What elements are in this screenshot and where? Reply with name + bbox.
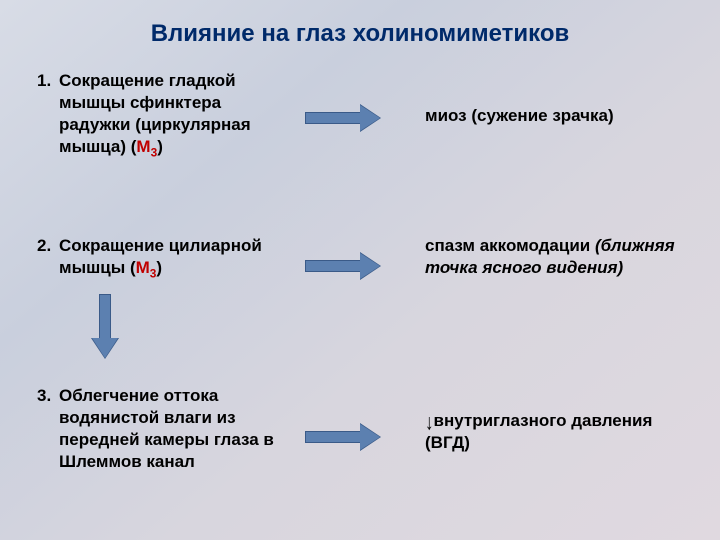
row1-left: 1.Сокращение гладкой мышцы сфинктера рад… — [37, 70, 297, 161]
down-arrow-glyph: ↓ — [425, 409, 434, 438]
row2-post: ) — [156, 258, 162, 277]
row1-text: Сокращение гладкой мышцы сфинктера радуж… — [59, 70, 279, 161]
row3-text: Облегчение оттока водянистой влаги из пе… — [59, 385, 279, 473]
row1-m3: М3 — [136, 137, 157, 156]
row1-num: 1. — [37, 70, 59, 92]
row1-right: миоз (сужение зрачка) — [425, 105, 685, 127]
row2-left: 2.Сокращение цилиарной мышцы (М3) — [37, 235, 297, 282]
row2-right: спазм аккомодации (ближняя точка ясного … — [425, 235, 685, 279]
row2-m3-M: М — [136, 258, 150, 277]
slide-title: Влияние на глаз холиномиметиков — [0, 20, 720, 48]
row2-num: 2. — [37, 235, 59, 257]
row3-num: 3. — [37, 385, 59, 407]
row2-right-pre: спазм аккомодации — [425, 236, 595, 255]
row2-text: Сокращение цилиарной мышцы (М3) — [59, 235, 279, 282]
row2-m3: М3 — [136, 258, 157, 277]
row1-post: ) — [157, 137, 163, 156]
row3-left: 3.Облегчение оттока водянистой влаги из … — [37, 385, 297, 473]
row1-m3-M: М — [136, 137, 150, 156]
row3-right: ↓внутриглазного давления (ВГД) — [425, 410, 685, 454]
row3-right-text: внутриглазного давления (ВГД) — [425, 411, 652, 452]
